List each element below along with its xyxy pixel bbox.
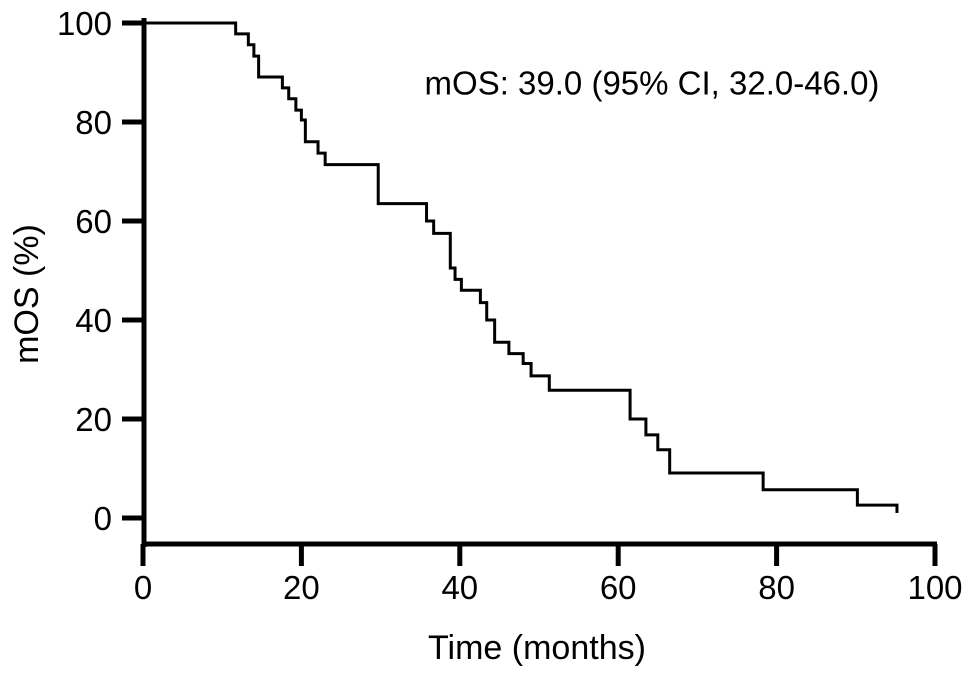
axes: [141, 18, 937, 547]
y-axis-title: mOS (%): [8, 224, 46, 364]
y-tick-label: 0: [94, 500, 112, 537]
x-axis-title: Time (months): [428, 629, 646, 667]
x-tick-label: 20: [283, 569, 320, 606]
x-tick-label: 40: [441, 569, 478, 606]
survival-curve: [143, 21, 899, 514]
x-tick-label: 80: [758, 569, 795, 606]
y-tick-label: 20: [75, 401, 112, 438]
axis-tick-labels: 0 20 40 60 80 100 0 20 40 60 80 100: [57, 5, 963, 606]
axis-ticks: [122, 20, 938, 566]
x-tick-label: 0: [134, 569, 152, 606]
y-tick-label: 100: [57, 5, 112, 42]
y-tick-label: 80: [75, 104, 112, 141]
km-step-curve: [143, 21, 899, 514]
y-tick-label: 40: [75, 302, 112, 339]
y-tick-label: 60: [75, 203, 112, 240]
x-tick-label: 100: [907, 569, 962, 606]
median-os-annotation: mOS: 39.0 (95% CI, 32.0-46.0): [425, 65, 880, 102]
x-tick-label: 60: [600, 569, 637, 606]
